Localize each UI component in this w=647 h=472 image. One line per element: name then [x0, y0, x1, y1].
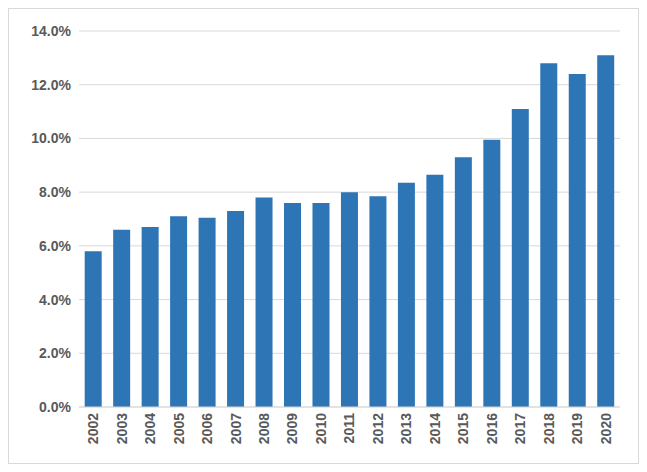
svg-text:2003: 2003	[114, 413, 130, 444]
svg-text:2013: 2013	[398, 413, 414, 444]
svg-text:2011: 2011	[341, 413, 357, 444]
svg-text:8.0%: 8.0%	[39, 184, 71, 200]
svg-text:14.0%: 14.0%	[31, 23, 71, 39]
svg-text:2007: 2007	[228, 413, 244, 444]
svg-text:2.0%: 2.0%	[39, 345, 71, 361]
svg-text:2004: 2004	[142, 413, 158, 444]
svg-text:2002: 2002	[85, 413, 101, 444]
svg-text:0.0%: 0.0%	[39, 399, 71, 415]
svg-text:2010: 2010	[313, 413, 329, 444]
svg-text:2009: 2009	[284, 413, 300, 444]
svg-text:4.0%: 4.0%	[39, 292, 71, 308]
svg-text:2019: 2019	[569, 413, 585, 444]
svg-text:2015: 2015	[455, 413, 471, 444]
svg-text:2014: 2014	[427, 413, 443, 444]
svg-text:2008: 2008	[256, 413, 272, 444]
svg-text:2018: 2018	[541, 413, 557, 444]
svg-text:12.0%: 12.0%	[31, 77, 71, 93]
svg-text:2006: 2006	[199, 413, 215, 444]
svg-text:2020: 2020	[598, 413, 614, 444]
svg-text:2017: 2017	[512, 413, 528, 444]
svg-text:2005: 2005	[171, 413, 187, 444]
svg-text:2012: 2012	[370, 413, 386, 444]
svg-text:6.0%: 6.0%	[39, 238, 71, 254]
svg-text:2016: 2016	[484, 413, 500, 444]
svg-text:10.0%: 10.0%	[31, 130, 71, 146]
